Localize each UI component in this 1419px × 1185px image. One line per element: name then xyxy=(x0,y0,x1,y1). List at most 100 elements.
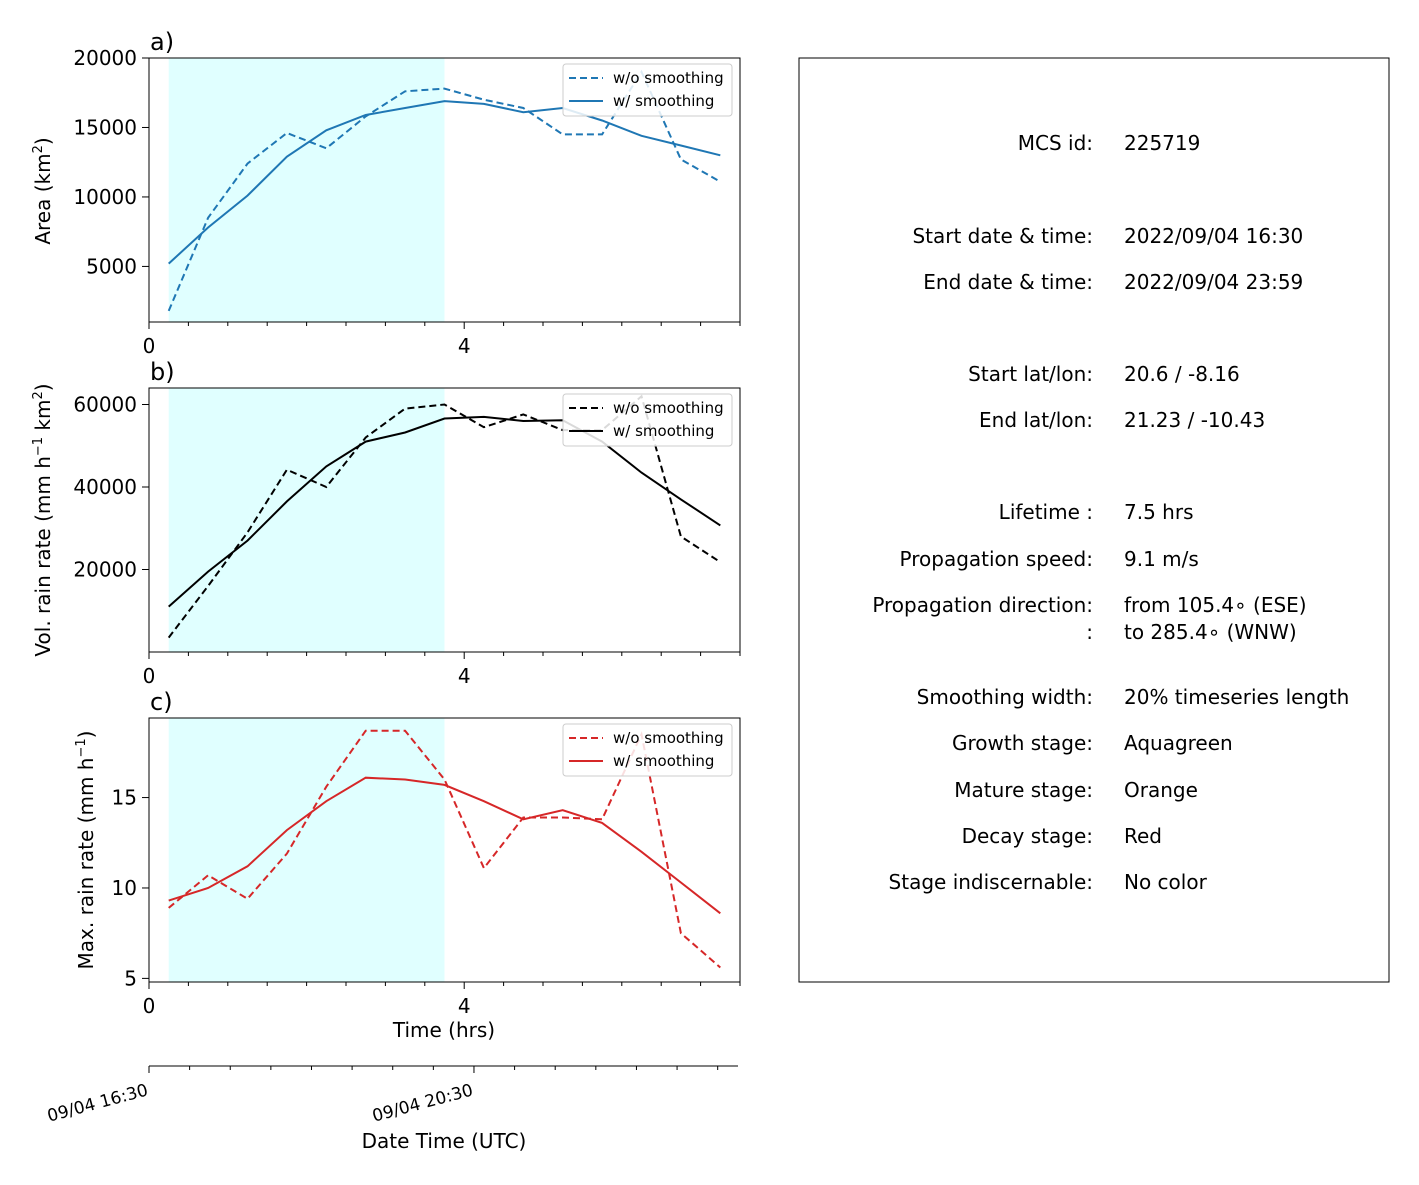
info-label: MCS id: xyxy=(1018,131,1093,155)
info-label: Stage indiscernable: xyxy=(889,870,1093,894)
legend: w/o smoothing w/ smoothing xyxy=(562,723,733,777)
info-value: Orange xyxy=(1124,778,1198,802)
y-tick-label: 10 xyxy=(112,876,137,900)
y-axis-label: Area (km2) xyxy=(31,137,55,244)
legend: w/o smoothing w/ smoothing xyxy=(562,393,733,447)
date-time-axis: 09/04 16:30 09/04 20:30 Date Time (UTC) xyxy=(45,1065,738,1153)
info-label: : xyxy=(1086,620,1093,644)
info-label: Smoothing width: xyxy=(917,685,1093,709)
y-tick-label: 15 xyxy=(112,786,137,810)
tick-layer: 0 4 5 10 15 xyxy=(112,786,741,1018)
y-tick-label: 60000 xyxy=(73,393,137,417)
y-axis-label-mid: km xyxy=(31,400,55,437)
y-axis-label: Max. rain rate (mm h−1) xyxy=(74,731,98,970)
y-axis-label-close: ) xyxy=(31,137,55,145)
date-axis-label: Date Time (UTC) xyxy=(362,1129,527,1153)
y-axis-label-close: ) xyxy=(74,731,98,739)
x-tick-label: 4 xyxy=(458,994,471,1018)
info-label: Start date & time: xyxy=(912,224,1093,248)
info-label: Mature stage: xyxy=(954,778,1093,802)
y-axis-label-text: Vol. rain rate (mm h xyxy=(31,456,55,657)
x-tick-label: 4 xyxy=(458,664,471,688)
panel-c-max-rain-rate: 0 4 5 10 15 c) Max. rain rate (mm h−1) Time … xyxy=(74,688,741,1042)
legend-entry-smoothed: w/ smoothing xyxy=(613,422,714,440)
y-axis-label-sup: 2 xyxy=(31,145,46,153)
info-value: 7.5 hrs xyxy=(1124,500,1193,524)
info-rows: MCS id: 225719 Start date & time: 2022/09/0… xyxy=(872,131,1349,894)
info-value: Red xyxy=(1124,824,1162,848)
legend-box xyxy=(562,63,733,117)
tick-layer: 0 4 20000 40000 60000 xyxy=(73,393,741,688)
info-value: 2022/09/04 23:59 xyxy=(1124,270,1303,294)
panel-label: c) xyxy=(150,688,173,716)
tick-layer: 0 4 5000 10000 15000 20000 xyxy=(73,46,741,358)
y-axis-label-text: Area (km xyxy=(31,153,55,244)
plot-frame xyxy=(148,387,741,653)
y-tick-label: 5000 xyxy=(86,254,137,278)
panel-label: b) xyxy=(150,358,175,386)
legend-entry-raw: w/o smoothing xyxy=(613,69,724,87)
plot-frame xyxy=(148,717,741,983)
info-value: 21.23 / -10.43 xyxy=(1124,408,1265,432)
plot-frame xyxy=(148,57,741,323)
info-label: Propagation direction: xyxy=(872,593,1093,617)
legend-entry-smoothed: w/ smoothing xyxy=(613,92,714,110)
panel-a-area: 0 4 5000 10000 15000 20000 a) Area (km2) w/o … xyxy=(31,28,741,358)
y-axis-label-sup2: 2 xyxy=(31,391,46,399)
y-axis-label-text: Max. rain rate (mm h xyxy=(74,758,98,970)
x-tick-label: 0 xyxy=(143,994,156,1018)
growth-stage-shading xyxy=(168,388,445,652)
info-value: 20% timeseries length xyxy=(1124,685,1349,709)
series-line-with-smoothing xyxy=(168,415,721,608)
y-tick-label: 10000 xyxy=(73,185,137,209)
info-label: Propagation speed: xyxy=(900,547,1093,571)
series-line-with-smoothing xyxy=(168,100,721,265)
panel-b-volumetric-rain: 0 4 20000 40000 60000 b) Vol. rain rate (mm … xyxy=(31,358,741,688)
series-layer xyxy=(167,69,721,312)
info-label: End lat/lon: xyxy=(979,408,1093,432)
y-tick-label: 20000 xyxy=(73,46,137,70)
info-value: 9.1 m/s xyxy=(1124,547,1199,571)
y-tick-label: 5 xyxy=(124,966,137,990)
legend-box xyxy=(562,723,733,777)
info-label: Decay stage: xyxy=(962,824,1093,848)
info-label: Lifetime : xyxy=(999,500,1093,524)
y-tick-label: 20000 xyxy=(73,558,137,582)
y-axis-label: Vol. rain rate (mm h−1 km2) xyxy=(31,383,55,656)
series-line-with-smoothing xyxy=(168,776,721,915)
info-label: Growth stage: xyxy=(952,731,1093,755)
info-value: 2022/09/04 16:30 xyxy=(1124,224,1303,248)
series-line-without-smoothing xyxy=(167,69,721,312)
info-value: to 285.4∘ (WNW) xyxy=(1124,620,1297,644)
series-line-without-smoothing xyxy=(167,394,721,639)
info-value: from 105.4∘ (ESE) xyxy=(1124,593,1307,617)
mcs-info-box: MCS id: 225719 Start date & time: 2022/09/0… xyxy=(798,57,1390,983)
growth-stage-shading xyxy=(168,58,445,322)
x-tick-label: 4 xyxy=(458,334,471,358)
x-tick-label: 0 xyxy=(143,664,156,688)
legend-entry-smoothed: w/ smoothing xyxy=(613,752,714,770)
y-axis-label-sup: −1 xyxy=(74,738,89,757)
info-label: End date & time: xyxy=(923,270,1093,294)
x-tick-label: 0 xyxy=(143,334,156,358)
date-tick-label-start: 09/04 16:30 xyxy=(45,1081,150,1127)
y-tick-label: 40000 xyxy=(73,475,137,499)
legend-entry-raw: w/o smoothing xyxy=(613,399,724,417)
info-label: Start lat/lon: xyxy=(968,362,1093,386)
info-value: 20.6 / -8.16 xyxy=(1124,362,1240,386)
legend-entry-raw: w/o smoothing xyxy=(613,729,724,747)
info-value: 225719 xyxy=(1124,131,1200,155)
growth-stage-shading xyxy=(168,718,445,982)
info-value: Aquagreen xyxy=(1124,731,1233,755)
y-axis-label-sup: −1 xyxy=(31,437,46,456)
legend: w/o smoothing w/ smoothing xyxy=(562,63,733,117)
info-value: No color xyxy=(1124,870,1208,894)
legend-box xyxy=(562,393,733,447)
info-box-frame xyxy=(798,57,1390,983)
series-layer xyxy=(167,394,721,639)
x-axis-label: Time (hrs) xyxy=(392,1018,495,1042)
y-tick-label: 15000 xyxy=(73,115,137,139)
panel-label: a) xyxy=(150,28,174,56)
date-tick-layer xyxy=(148,1066,719,1073)
